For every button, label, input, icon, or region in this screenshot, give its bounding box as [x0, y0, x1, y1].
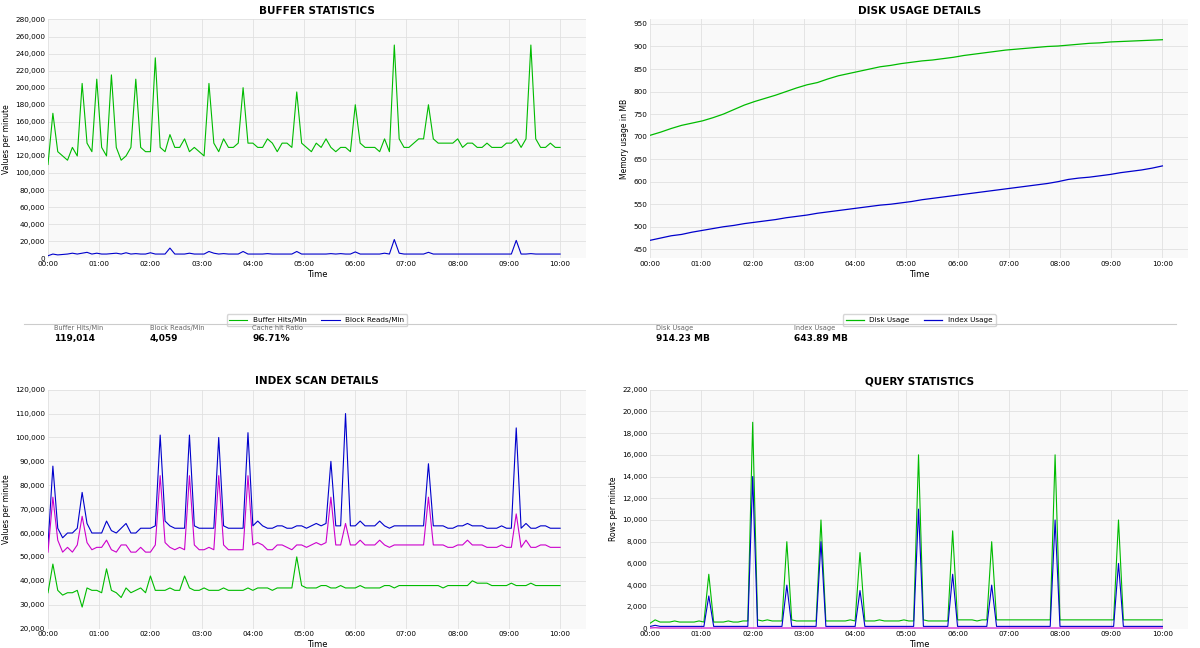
X-axis label: Time: Time: [908, 640, 929, 648]
Title: DISK USAGE DETAILS: DISK USAGE DETAILS: [858, 6, 980, 16]
Legend: Buffer Hits/Min, Block Reads/Min: Buffer Hits/Min, Block Reads/Min: [227, 314, 407, 327]
X-axis label: Time: Time: [908, 270, 929, 279]
X-axis label: Time: Time: [307, 270, 328, 279]
Title: BUFFER STATISTICS: BUFFER STATISTICS: [259, 6, 374, 16]
Text: 914.23 MB: 914.23 MB: [656, 334, 710, 343]
X-axis label: Time: Time: [307, 640, 328, 648]
Y-axis label: Rows per minute: Rows per minute: [608, 477, 618, 541]
Title: INDEX SCAN DETAILS: INDEX SCAN DETAILS: [254, 376, 379, 386]
Title: QUERY STATISTICS: QUERY STATISTICS: [864, 376, 973, 386]
Text: 643.89 MB: 643.89 MB: [794, 334, 848, 343]
Text: 119,014: 119,014: [54, 334, 95, 343]
Y-axis label: Values per minute: Values per minute: [2, 104, 11, 174]
Legend: Disk Usage, Index Usage: Disk Usage, Index Usage: [842, 314, 996, 327]
Text: 4,059: 4,059: [150, 334, 179, 343]
Text: Buffer Hits/Min: Buffer Hits/Min: [54, 325, 103, 330]
Text: Disk Usage: Disk Usage: [656, 325, 694, 330]
Text: Cache hit Ratio: Cache hit Ratio: [252, 325, 302, 330]
Text: Index Usage: Index Usage: [794, 325, 835, 330]
Text: 96.71%: 96.71%: [252, 334, 289, 343]
Text: Block Reads/Min: Block Reads/Min: [150, 325, 204, 330]
Y-axis label: Values per minute: Values per minute: [2, 474, 11, 544]
Y-axis label: Memory usage in MB: Memory usage in MB: [620, 98, 630, 179]
